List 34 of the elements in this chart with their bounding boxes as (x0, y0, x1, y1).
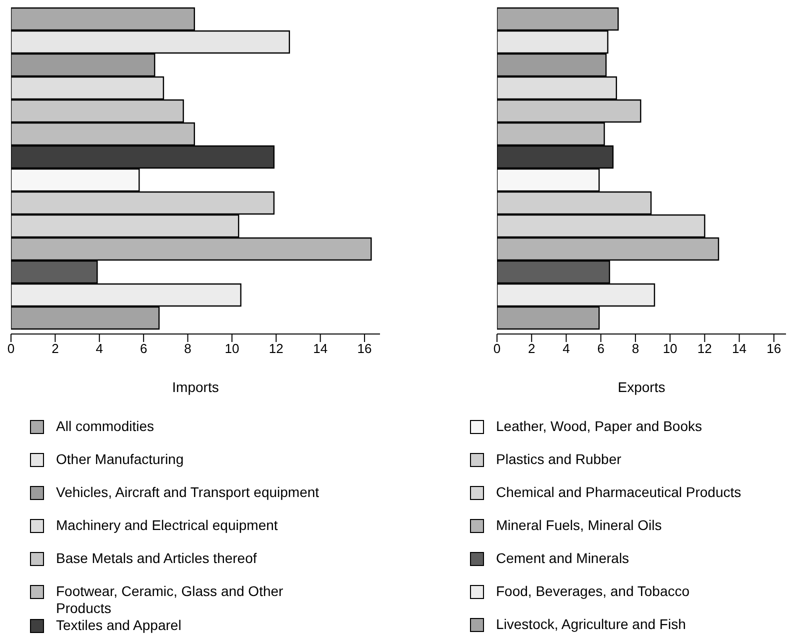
x-tick-label: 14 (313, 341, 328, 356)
legend-label: Plastics and Rubber (496, 451, 622, 468)
x-axis-title: Imports (172, 379, 219, 395)
x-tick-label: 12 (697, 341, 712, 356)
legend-label: Footwear, Ceramic, Glass and Other Products (56, 583, 284, 617)
legend-label: Mineral Fuels, Mineral Oils (496, 517, 662, 534)
x-tick-label: 12 (268, 341, 284, 356)
legend-label: Textiles and Apparel (56, 617, 182, 634)
x-tick-label: 4 (562, 341, 570, 356)
legend-label: Vehicles, Aircraft and Transport equipment (56, 484, 320, 501)
legend-label: Food, Beverages, and Tobacco (496, 583, 690, 600)
x-tick-label: 2 (52, 341, 59, 356)
x-tick-label: 10 (224, 341, 240, 356)
x-tick-label: 16 (357, 341, 372, 356)
x-tick-label: 0 (493, 341, 501, 356)
x-tick-label: 8 (184, 341, 192, 356)
legend-label: Leather, Wood, Paper and Books (496, 418, 702, 435)
x-tick-label: 6 (597, 341, 604, 356)
legend-label: Chemical and Pharmaceutical Products (496, 484, 742, 501)
x-tick-label: 10 (662, 341, 678, 356)
x-tick-label: 16 (766, 341, 782, 356)
x-tick-label: 6 (140, 341, 148, 356)
legend-label: Machinery and Electrical equipment (56, 517, 278, 534)
legend-label: Other Manufacturing (56, 451, 184, 468)
x-tick-label: 4 (96, 341, 103, 356)
x-axis-title: Exports (618, 379, 666, 395)
x-tick-label: 0 (7, 341, 15, 356)
x-tick-label: 8 (632, 341, 640, 356)
legend-label: All commodities (56, 418, 154, 435)
x-tick-label: 2 (528, 341, 536, 356)
legend-label: Livestock, Agriculture and Fish (496, 616, 686, 633)
legend-label: Cement and Minerals (496, 550, 630, 567)
legend-label: Base Metals and Articles thereof (56, 550, 257, 567)
x-tick-label: 14 (732, 341, 747, 356)
